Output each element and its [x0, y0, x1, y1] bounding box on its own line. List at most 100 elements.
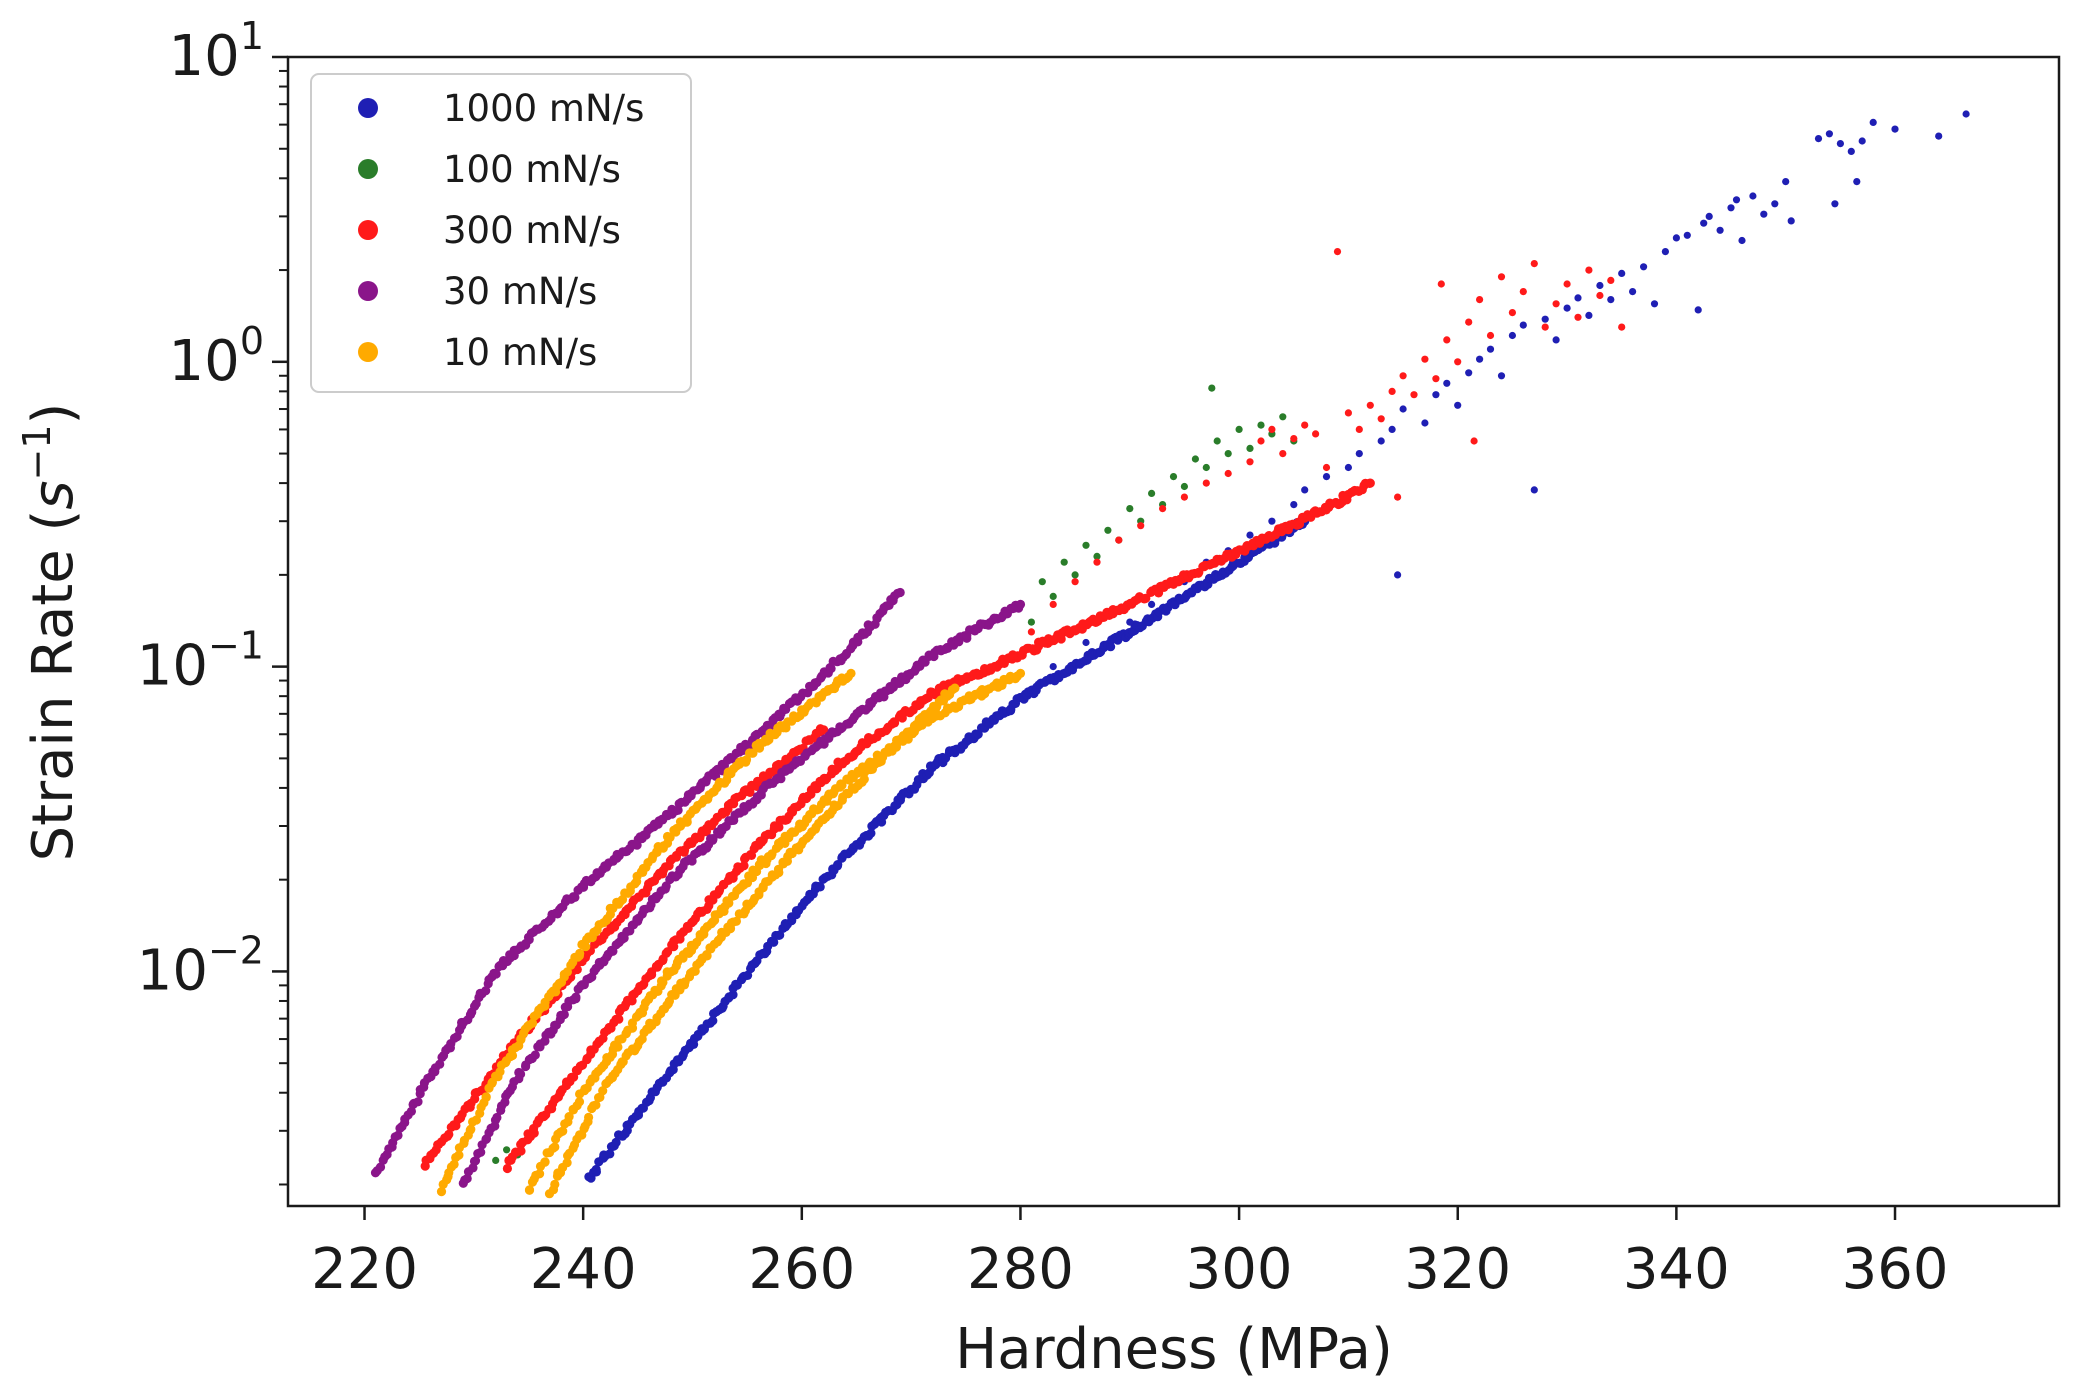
scatter-point [1716, 226, 1724, 234]
scatter-point [1962, 110, 1970, 118]
legend-label: 100 mN/s [443, 148, 621, 191]
scatter-point [1246, 458, 1254, 466]
curve-point [516, 1146, 526, 1156]
scatter-point [1858, 137, 1866, 145]
curve-point [724, 898, 734, 908]
scatter-point [1486, 331, 1495, 340]
scatter-point [1508, 309, 1516, 317]
x-tick-label-280: 280 [967, 1237, 1074, 1302]
scatter-point [1891, 125, 1899, 133]
legend-label: 30 mN/s [443, 270, 597, 313]
scatter-point [1344, 409, 1352, 417]
scatter-point [1782, 178, 1790, 186]
scatter-point [1049, 663, 1057, 671]
curve-point [745, 787, 755, 798]
scatter-point [1093, 552, 1101, 561]
scatter-point [1399, 372, 1407, 380]
scatter-point [1825, 130, 1833, 138]
scatter-point [1683, 231, 1691, 239]
curve-point [728, 990, 738, 1000]
scatter-point [1290, 435, 1298, 443]
scatter-point [1508, 331, 1516, 340]
scatter-point [1224, 450, 1232, 458]
legend-marker [358, 281, 378, 301]
axes-layer: 220 240 260 280 300 320 340 360 101 100 10−1 10−2 [137, 14, 1949, 1302]
scatter-point [1443, 336, 1451, 344]
scatter-point [1574, 313, 1582, 321]
curve-point [559, 1009, 569, 1020]
scatter-point [1093, 558, 1101, 566]
scatter-point [1454, 401, 1462, 409]
scatter-point [1257, 421, 1265, 429]
plot-frame [286, 55, 2061, 1208]
curve-point [558, 1126, 568, 1136]
scatter-point [1257, 437, 1265, 445]
scatter-point [1279, 450, 1287, 458]
curve-point [591, 1164, 601, 1175]
scatter-point [1530, 260, 1538, 268]
curve-point [516, 1069, 526, 1079]
scatter-point [1115, 536, 1123, 544]
scatter-point [1814, 135, 1823, 143]
scatter-point [1394, 493, 1402, 501]
scatter-point [1574, 294, 1582, 302]
scatter-point [1607, 276, 1615, 284]
scatter-point [1738, 236, 1746, 245]
scatter-point [1727, 204, 1735, 212]
scatter-point [1027, 618, 1035, 626]
curve-point [454, 1150, 464, 1160]
scatter-point [1322, 463, 1331, 472]
curve-point [491, 969, 501, 979]
scatter-point [1060, 558, 1068, 566]
scatter-point [1213, 437, 1221, 445]
curve-point [846, 668, 856, 679]
curve-point [815, 882, 825, 892]
scatter-point [1148, 600, 1156, 609]
scatter-point [1541, 315, 1549, 323]
x-tick-label-360: 360 [1842, 1237, 1949, 1302]
curve-point [571, 992, 581, 1002]
scatter-point [1476, 355, 1484, 363]
curve-point [912, 722, 922, 732]
scatter-point [1869, 118, 1877, 126]
curve-point [819, 725, 829, 735]
curve-point [444, 1129, 454, 1139]
curve-point [605, 1149, 615, 1159]
scatter-point [1596, 291, 1604, 300]
curve-point [550, 1179, 560, 1189]
curve-point [524, 1185, 535, 1195]
scatter-point [1082, 638, 1090, 647]
scatter-point [1585, 311, 1593, 319]
scatter-point [1432, 375, 1440, 383]
curve-point [413, 1097, 423, 1107]
data-layer [370, 110, 1970, 1199]
scatter-point [1355, 450, 1363, 458]
scatter-point [1787, 217, 1795, 225]
y-tick-label: 100 [169, 319, 264, 394]
scatter-point [1333, 248, 1342, 256]
legend-label: 10 mN/s [443, 331, 597, 374]
scatter-point [1661, 248, 1669, 256]
scatter-point [1180, 482, 1188, 491]
series-30-mn-s [370, 587, 1026, 1188]
scatter-point [1027, 628, 1035, 636]
scatter-point [1585, 266, 1593, 274]
scatter-point [1377, 415, 1385, 423]
scatter-point [1454, 358, 1462, 366]
scatter-point [1344, 463, 1352, 472]
scatter-point [1421, 419, 1429, 427]
scatter-point [1563, 280, 1571, 288]
curve-point [530, 1050, 540, 1060]
curve-point [611, 1137, 621, 1147]
legend-marker [358, 159, 378, 179]
curve-point [570, 892, 580, 903]
curve-point [890, 718, 900, 728]
scatter-point [1650, 300, 1659, 308]
scatter-point [1607, 296, 1615, 304]
curve-point [859, 774, 869, 784]
scatter-point [1700, 219, 1708, 227]
scatter-point [1541, 323, 1549, 331]
scatter-point [1180, 493, 1188, 501]
curve-point [826, 663, 836, 674]
